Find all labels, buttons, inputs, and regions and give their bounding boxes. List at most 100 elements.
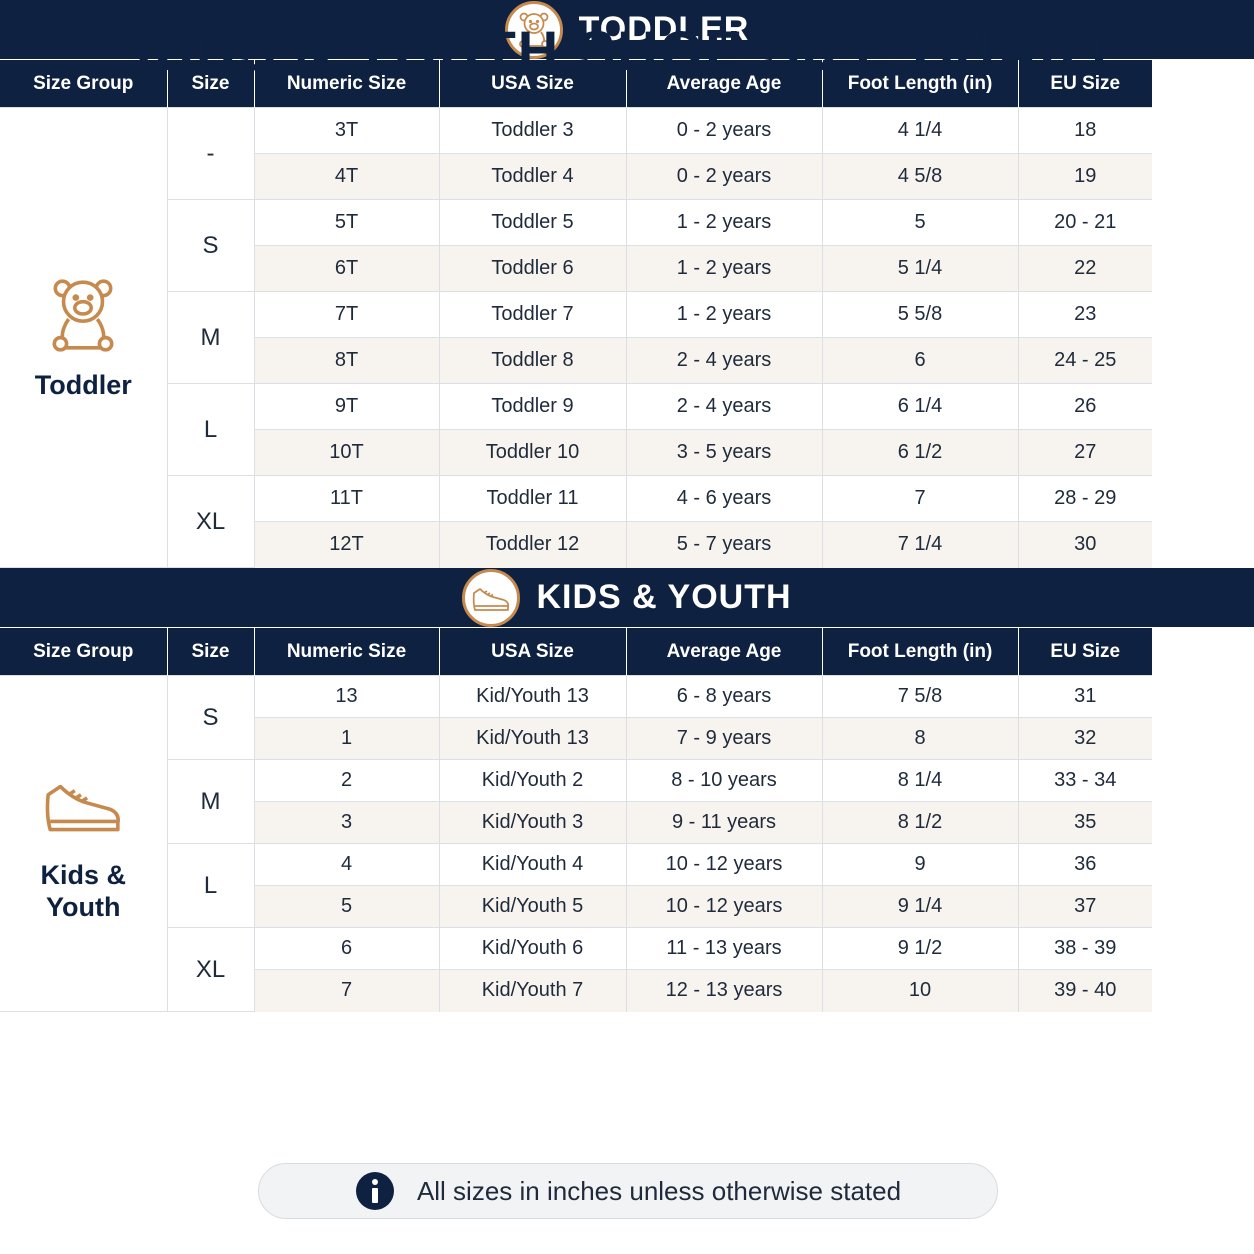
size-cell: 7 5/8 [821,675,1019,718]
size-cell: 0 - 2 years [625,153,823,200]
size-row: 1 Kid/Youth 13 7 - 9 years 8 32 [0,717,1152,760]
note: All sizes in inches unless otherwise sta… [258,1163,998,1219]
size-cell: 6 [821,337,1019,384]
size-cell: 6 [253,927,440,970]
size-cell: 10 [821,969,1019,1012]
size-cell: 39 - 40 [1017,969,1152,1012]
size-cell: Toddler 12 [438,521,627,568]
size-cell: 36 [1017,843,1152,886]
size-cell: 1 - 2 years [625,245,823,292]
size-cell: 24 - 25 [1017,337,1152,384]
header-row: Size Group Size Numeric Size USA Size Averag… [0,59,1152,108]
column-header: EU Size [1017,59,1152,108]
size-row: XL 6 Kid/Youth 6 11 - 13 years 9 1/2 38 - 39 [0,927,1152,1012]
size-cell: 6T [253,245,440,292]
size-cell: 37 [1017,885,1152,928]
size-cell: Kid/Youth 3 [438,801,627,844]
size-cell: 8 1/4 [821,759,1019,802]
bear-icon [518,12,549,48]
group-cell: Kids & Youth [0,675,168,1012]
group-label: Kids & Youth [40,860,126,922]
size-cell: 19 [1017,153,1152,200]
size-cell: 4 [253,843,440,886]
shoe-icon [473,587,510,611]
size-cell: 33 - 34 [1017,759,1152,802]
size-cell: 3 [253,801,440,844]
size-cell: 8 1/2 [821,801,1019,844]
size-row: Kids & Youth S 13 Kid/Youth 13 6 - 8 years 7 … [0,675,1152,1012]
size-cell: 2 [253,759,440,802]
table-head: Size Group Size Numeric Size USA Size Averag… [0,59,1152,108]
size-cell: 3T [253,107,440,154]
header-row: Size Group Size Numeric Size USA Size Averag… [0,627,1152,676]
size-cell: Toddler 9 [438,383,627,430]
table-body: Kids & Youth S 13 Kid/Youth 13 6 - 8 years 7 … [0,675,1152,1012]
size-cell: 4 5/8 [821,153,1019,200]
size-label: XL [166,927,255,1012]
size-cell: Toddler 5 [438,199,627,246]
size-cell: 7 1/4 [821,521,1019,568]
column-header: Foot Length (in) [821,59,1018,108]
size-cell: 6 1/2 [821,429,1019,476]
column-header: Average Age [625,59,822,108]
size-cell: Toddler 7 [438,291,627,338]
column-header: Size [166,627,254,676]
size-cell: 10 - 12 years [625,843,823,886]
size-cell: 8T [253,337,440,384]
size-cell: 4T [253,153,440,200]
size-section: TODDLER Size Group Size Numeric Size USA Siz… [0,0,1254,568]
size-row: XL 11T Toddler 11 4 - 6 years 7 28 - 29 [0,475,1152,568]
size-cell: 12T [253,521,440,568]
size-table: Size Group Size Numeric Size USA Size Averag… [0,59,1152,568]
size-cell: Toddler 11 [438,475,627,522]
size-cell: 35 [1017,801,1152,844]
size-cell: 7 [821,475,1019,522]
info-icon [355,1172,394,1210]
size-cell: 31 [1017,675,1152,718]
column-header: Numeric Size [253,627,439,676]
size-label: S [166,199,255,292]
size-cell: Toddler 8 [438,337,627,384]
size-cell: 8 [821,717,1019,760]
column-header: Size Group [0,59,167,108]
size-cell: 5 5/8 [821,291,1019,338]
size-section: KIDS & YOUTH Size Group Size Numeric Size US… [0,568,1254,1012]
size-cell: 9T [253,383,440,430]
size-cell: 12 - 13 years [625,969,823,1012]
size-cell: Kid/Youth 6 [438,927,627,970]
size-row: 12T Toddler 12 5 - 7 years 7 1/4 30 [0,521,1152,568]
size-cell: 5 - 7 years [625,521,823,568]
size-cell: 5 [253,885,440,928]
size-cell: 23 [1017,291,1152,338]
size-table: Size Group Size Numeric Size USA Size Averag… [0,627,1152,1012]
size-cell: 5 1/4 [821,245,1019,292]
group-icon [0,274,167,363]
size-cell: Kid/Youth 13 [438,675,627,718]
size-cell: Toddler 6 [438,245,627,292]
size-cell: Kid/Youth 5 [438,885,627,928]
sections: TODDLER Size Group Size Numeric Size USA Siz… [0,0,1254,1012]
group-icon [0,764,167,853]
section-band: KIDS & YOUTH [0,568,1254,627]
section-band: TODDLER [0,0,1254,59]
size-label: S [166,675,255,760]
size-cell: 10 - 12 years [625,885,823,928]
shoe-icon [45,784,121,832]
size-cell: 7 - 9 years [625,717,823,760]
size-cell: 18 [1017,107,1152,154]
table-head: Size Group Size Numeric Size USA Size Averag… [0,627,1152,676]
bear-icon [52,279,114,352]
page-title: KIDS & YOUTH SHOE SIZE CHART [135,19,1119,82]
size-cell: 6 - 8 years [625,675,823,718]
size-cell: 2 - 4 years [625,383,823,430]
size-cell: 20 - 21 [1017,199,1152,246]
size-cell: 9 1/2 [821,927,1019,970]
size-cell: 3 - 5 years [625,429,823,476]
size-cell: Kid/Youth 13 [438,717,627,760]
size-cell: 4 - 6 years [625,475,823,522]
